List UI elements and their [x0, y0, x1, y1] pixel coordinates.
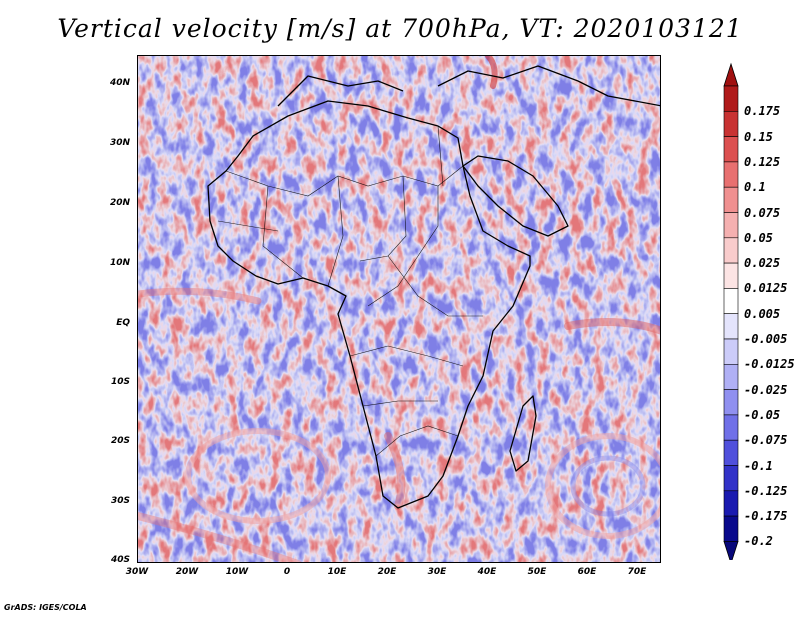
colorbar-tick-label: 0.025 — [744, 256, 781, 271]
colorbar-swatch — [723, 237, 739, 264]
colorbar-swatch — [723, 136, 739, 163]
lon-tick-label: 30W — [125, 567, 149, 577]
colorbar-tick-label: -0.0125 — [744, 357, 795, 372]
colorbar-swatch — [723, 389, 739, 416]
colorbar-swatch — [723, 414, 739, 441]
colorbar-swatch — [723, 338, 739, 365]
colorbar-swatch — [723, 313, 739, 340]
colorbar-swatch — [723, 110, 739, 137]
arabian-peninsula-outline — [462, 155, 569, 237]
colorbar-swatch — [723, 85, 739, 112]
lon-tick-label: 60E — [577, 567, 597, 577]
colorbar-swatch — [723, 186, 739, 213]
colorbar-swatch — [723, 490, 739, 517]
lon-tick-label: 40E — [477, 567, 497, 577]
colorbar-tick-label: 0.15 — [744, 129, 773, 144]
credit-text: GrADS: IGES/COLA — [4, 603, 87, 612]
african-coastline — [207, 65, 660, 509]
colorbar-tick-label: 0.075 — [744, 205, 781, 220]
lat-tick-label: 30N — [109, 138, 130, 148]
vertical-velocity-field — [138, 56, 660, 562]
lat-tick-label: 10S — [110, 377, 130, 387]
field-noise-texture — [138, 56, 660, 562]
lon-tick-label: 70E — [627, 567, 647, 577]
lat-tick-label: 40N — [109, 78, 130, 88]
lat-tick-label: 30S — [110, 496, 130, 506]
map-plot-area — [137, 55, 661, 563]
colorbar-tick-label: -0.2 — [744, 534, 773, 549]
colorbar-swatch — [723, 262, 739, 289]
colorbar-swatch — [723, 363, 739, 390]
colorbar-tick-label: 0.125 — [744, 154, 781, 169]
colorbar-tick-label: 0.175 — [744, 104, 781, 119]
map-title: Vertical velocity [m/s] at 700hPa, VT: 2… — [57, 14, 743, 43]
lon-tick-label: 30E — [427, 567, 447, 577]
colorbar-tick-label: -0.1 — [744, 458, 773, 473]
colorbar-tick-label: -0.005 — [744, 332, 788, 346]
colorbar-tick-label: 0.1 — [744, 180, 766, 195]
lon-tick-label: 10E — [327, 567, 347, 577]
lat-tick-label: 20N — [109, 198, 130, 208]
lat-tick-label: 20S — [110, 436, 130, 446]
colorbar-swatch — [723, 161, 739, 188]
colorbar-top-triangle — [723, 62, 739, 87]
lon-tick-label: 20E — [377, 567, 397, 577]
lon-tick-label: 50E — [527, 567, 547, 577]
colorbar-tick-label: -0.075 — [744, 433, 788, 448]
colorbar-tick-label: -0.175 — [744, 509, 788, 524]
colorbar-tick-label: -0.025 — [744, 382, 788, 397]
colorbar-swatch — [723, 439, 739, 466]
colorbar — [723, 62, 739, 560]
colorbar-bottom-triangle — [723, 540, 739, 560]
colorbar-tick-label: -0.05 — [744, 407, 781, 422]
colorbar-tick-label: 0.005 — [744, 306, 781, 321]
lat-tick-label: EQ — [116, 318, 130, 328]
lon-tick-label: 10W — [225, 567, 249, 577]
lat-tick-label: 10N — [109, 258, 130, 268]
country-borders — [217, 125, 483, 457]
colorbar-tick-label: -0.125 — [744, 483, 788, 498]
mediterranean-coast — [277, 75, 404, 107]
colorbar-tick-label: 0.05 — [744, 230, 773, 245]
madagascar-outline — [509, 395, 537, 472]
lon-tick-label: 20W — [175, 567, 199, 577]
lat-tick-label: 40S — [110, 555, 130, 565]
colorbar-swatch — [723, 515, 739, 542]
colorbar-swatch — [723, 465, 739, 492]
colorbar-swatch — [723, 288, 739, 314]
lon-tick-label: 0 — [283, 567, 291, 577]
asia-minor-coast — [437, 65, 660, 107]
colorbar-tick-label: 0.0125 — [744, 281, 788, 296]
colorbar-swatch — [723, 212, 739, 239]
